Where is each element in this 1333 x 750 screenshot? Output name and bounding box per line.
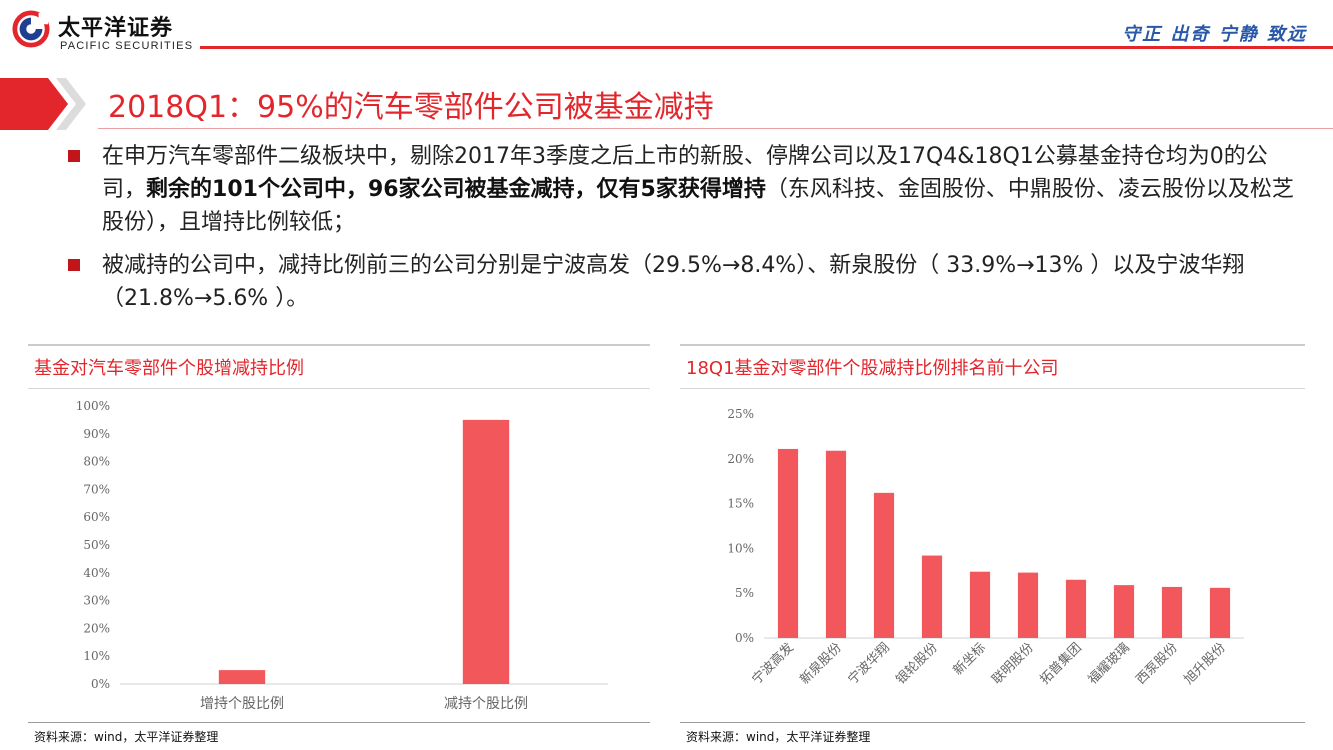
y-tick-label: 25% bbox=[727, 407, 754, 421]
bar-6 bbox=[1017, 572, 1039, 638]
slide-title: 2018Q1：95%的汽车零部件公司被基金减持 bbox=[108, 90, 714, 125]
bar-2 bbox=[462, 419, 510, 684]
right-chart-source: 资料来源：wind，太平洋证券整理 bbox=[686, 730, 871, 744]
panel-bottom-border bbox=[28, 722, 650, 723]
panel-top-border bbox=[680, 344, 1305, 346]
x-tick-label: 新泉股份 bbox=[797, 640, 845, 688]
x-tick-label: 联明股份 bbox=[989, 640, 1036, 687]
panel-bottom-border bbox=[680, 722, 1305, 723]
y-tick-label: 80% bbox=[83, 455, 110, 469]
x-tick-label: 宁波华翔 bbox=[845, 640, 893, 688]
left-chart-title: 基金对汽车零部件个股增减持比例 bbox=[34, 358, 304, 379]
y-tick-label: 10% bbox=[727, 541, 754, 555]
bullet-square-icon bbox=[68, 259, 80, 271]
bullet-list: 在申万汽车零部件二级板块中，剔除2017年3季度之后上市的新股、停牌公司以及17… bbox=[62, 140, 1302, 315]
bullet-item-1: 在申万汽车零部件二级板块中，剔除2017年3季度之后上市的新股、停牌公司以及17… bbox=[62, 140, 1302, 239]
x-tick-label: 宁波高发 bbox=[749, 640, 797, 688]
title-chevron-icon bbox=[0, 78, 86, 130]
bullet-2-text: 被减持的公司中，减持比例前三的公司分别是宁波高发（29.5%→8.4%）、新泉股… bbox=[102, 253, 1245, 311]
y-tick-label: 30% bbox=[83, 594, 110, 608]
x-tick-label: 旭升股份 bbox=[1181, 640, 1228, 687]
bullet-1-bold: 剩余的101个公司中，96家公司被基金减持，仅有5家获得增持 bbox=[146, 177, 766, 202]
company-motto: 守正 出奇 宁静 致远 bbox=[1122, 24, 1307, 45]
right-chart-panel: 18Q1基金对零部件个股减持比例排名前十公司 0% 5% 10% 15% 20% 25% 宁… bbox=[680, 344, 1305, 744]
left-bar-chart: 0% 10% 20% 30% 40% 50% 60% 70% 80% 90% 100% 增持个股比例 减… bbox=[76, 399, 608, 712]
y-tick-label: 60% bbox=[83, 510, 110, 524]
bar-9 bbox=[1161, 586, 1183, 638]
company-logo: 太平洋证券 PACIFIC SECURITIES bbox=[8, 6, 208, 56]
bar-1 bbox=[777, 448, 799, 638]
left-chart-source: 资料来源：wind，太平洋证券整理 bbox=[34, 730, 219, 744]
y-tick-label: 100% bbox=[76, 399, 110, 413]
y-tick-label: 10% bbox=[83, 649, 110, 663]
logo-cn-text: 太平洋证券 bbox=[58, 16, 174, 41]
bullet-1-post: （东风科技、金固股份、中鼎股份、凌云股份以及松芝股份），且增持比例较低； bbox=[102, 177, 1294, 235]
y-tick-label: 40% bbox=[83, 566, 110, 580]
left-chart-panel: 基金对汽车零部件个股增减持比例 0% 10% 20% 30% 40% 50% 60% 70% 8… bbox=[28, 344, 650, 744]
header-divider bbox=[200, 46, 1333, 49]
bar-1 bbox=[218, 670, 266, 684]
bullet-item-2: 被减持的公司中，减持比例前三的公司分别是宁波高发（29.5%→8.4%）、新泉股… bbox=[62, 249, 1302, 315]
y-tick-label: 90% bbox=[83, 427, 110, 441]
y-tick-label: 5% bbox=[735, 586, 754, 600]
pacific-securities-logo-icon bbox=[12, 10, 50, 48]
bar-10 bbox=[1209, 587, 1231, 638]
bar-3 bbox=[873, 492, 895, 638]
logo-en-text: PACIFIC SECURITIES bbox=[60, 40, 194, 52]
bar-7 bbox=[1065, 579, 1087, 638]
x-tick-label: 增持个股比例 bbox=[200, 696, 284, 712]
panel-title-divider bbox=[28, 388, 650, 389]
y-tick-label: 20% bbox=[727, 452, 754, 466]
bar-8 bbox=[1113, 585, 1135, 638]
y-tick-label: 20% bbox=[83, 621, 110, 635]
title-underline bbox=[98, 128, 1333, 129]
panel-top-border bbox=[28, 344, 650, 346]
bar-5 bbox=[969, 571, 991, 638]
y-tick-label: 15% bbox=[727, 497, 754, 511]
y-tick-label: 0% bbox=[91, 677, 110, 691]
panel-title-divider bbox=[680, 388, 1305, 389]
x-tick-label: 西泵股份 bbox=[1133, 640, 1180, 687]
bar-4 bbox=[921, 555, 943, 638]
y-tick-label: 50% bbox=[83, 538, 110, 552]
x-tick-label: 减持个股比例 bbox=[444, 696, 528, 712]
x-tick-label: 新坐标 bbox=[950, 640, 989, 679]
x-tick-label: 拓普集团 bbox=[1037, 640, 1085, 688]
x-tick-label: 银轮股份 bbox=[893, 640, 940, 687]
right-bar-chart: 0% 5% 10% 15% 20% 25% 宁波高发 新泉股份 宁波华翔 银轮股份 新坐标 联明股份拓… bbox=[727, 407, 1244, 688]
bullet-square-icon bbox=[68, 150, 80, 162]
y-tick-label: 0% bbox=[735, 631, 754, 645]
bar-2 bbox=[825, 450, 847, 638]
x-tick-label: 福耀玻璃 bbox=[1085, 640, 1132, 687]
y-tick-label: 70% bbox=[83, 482, 110, 496]
bullet-1-pre: 在申万汽车零部件二级板块中，剔除2017年3季度之后上市的新股、停牌公司以及17… bbox=[102, 144, 1268, 202]
right-chart-title: 18Q1基金对零部件个股减持比例排名前十公司 bbox=[686, 358, 1059, 379]
